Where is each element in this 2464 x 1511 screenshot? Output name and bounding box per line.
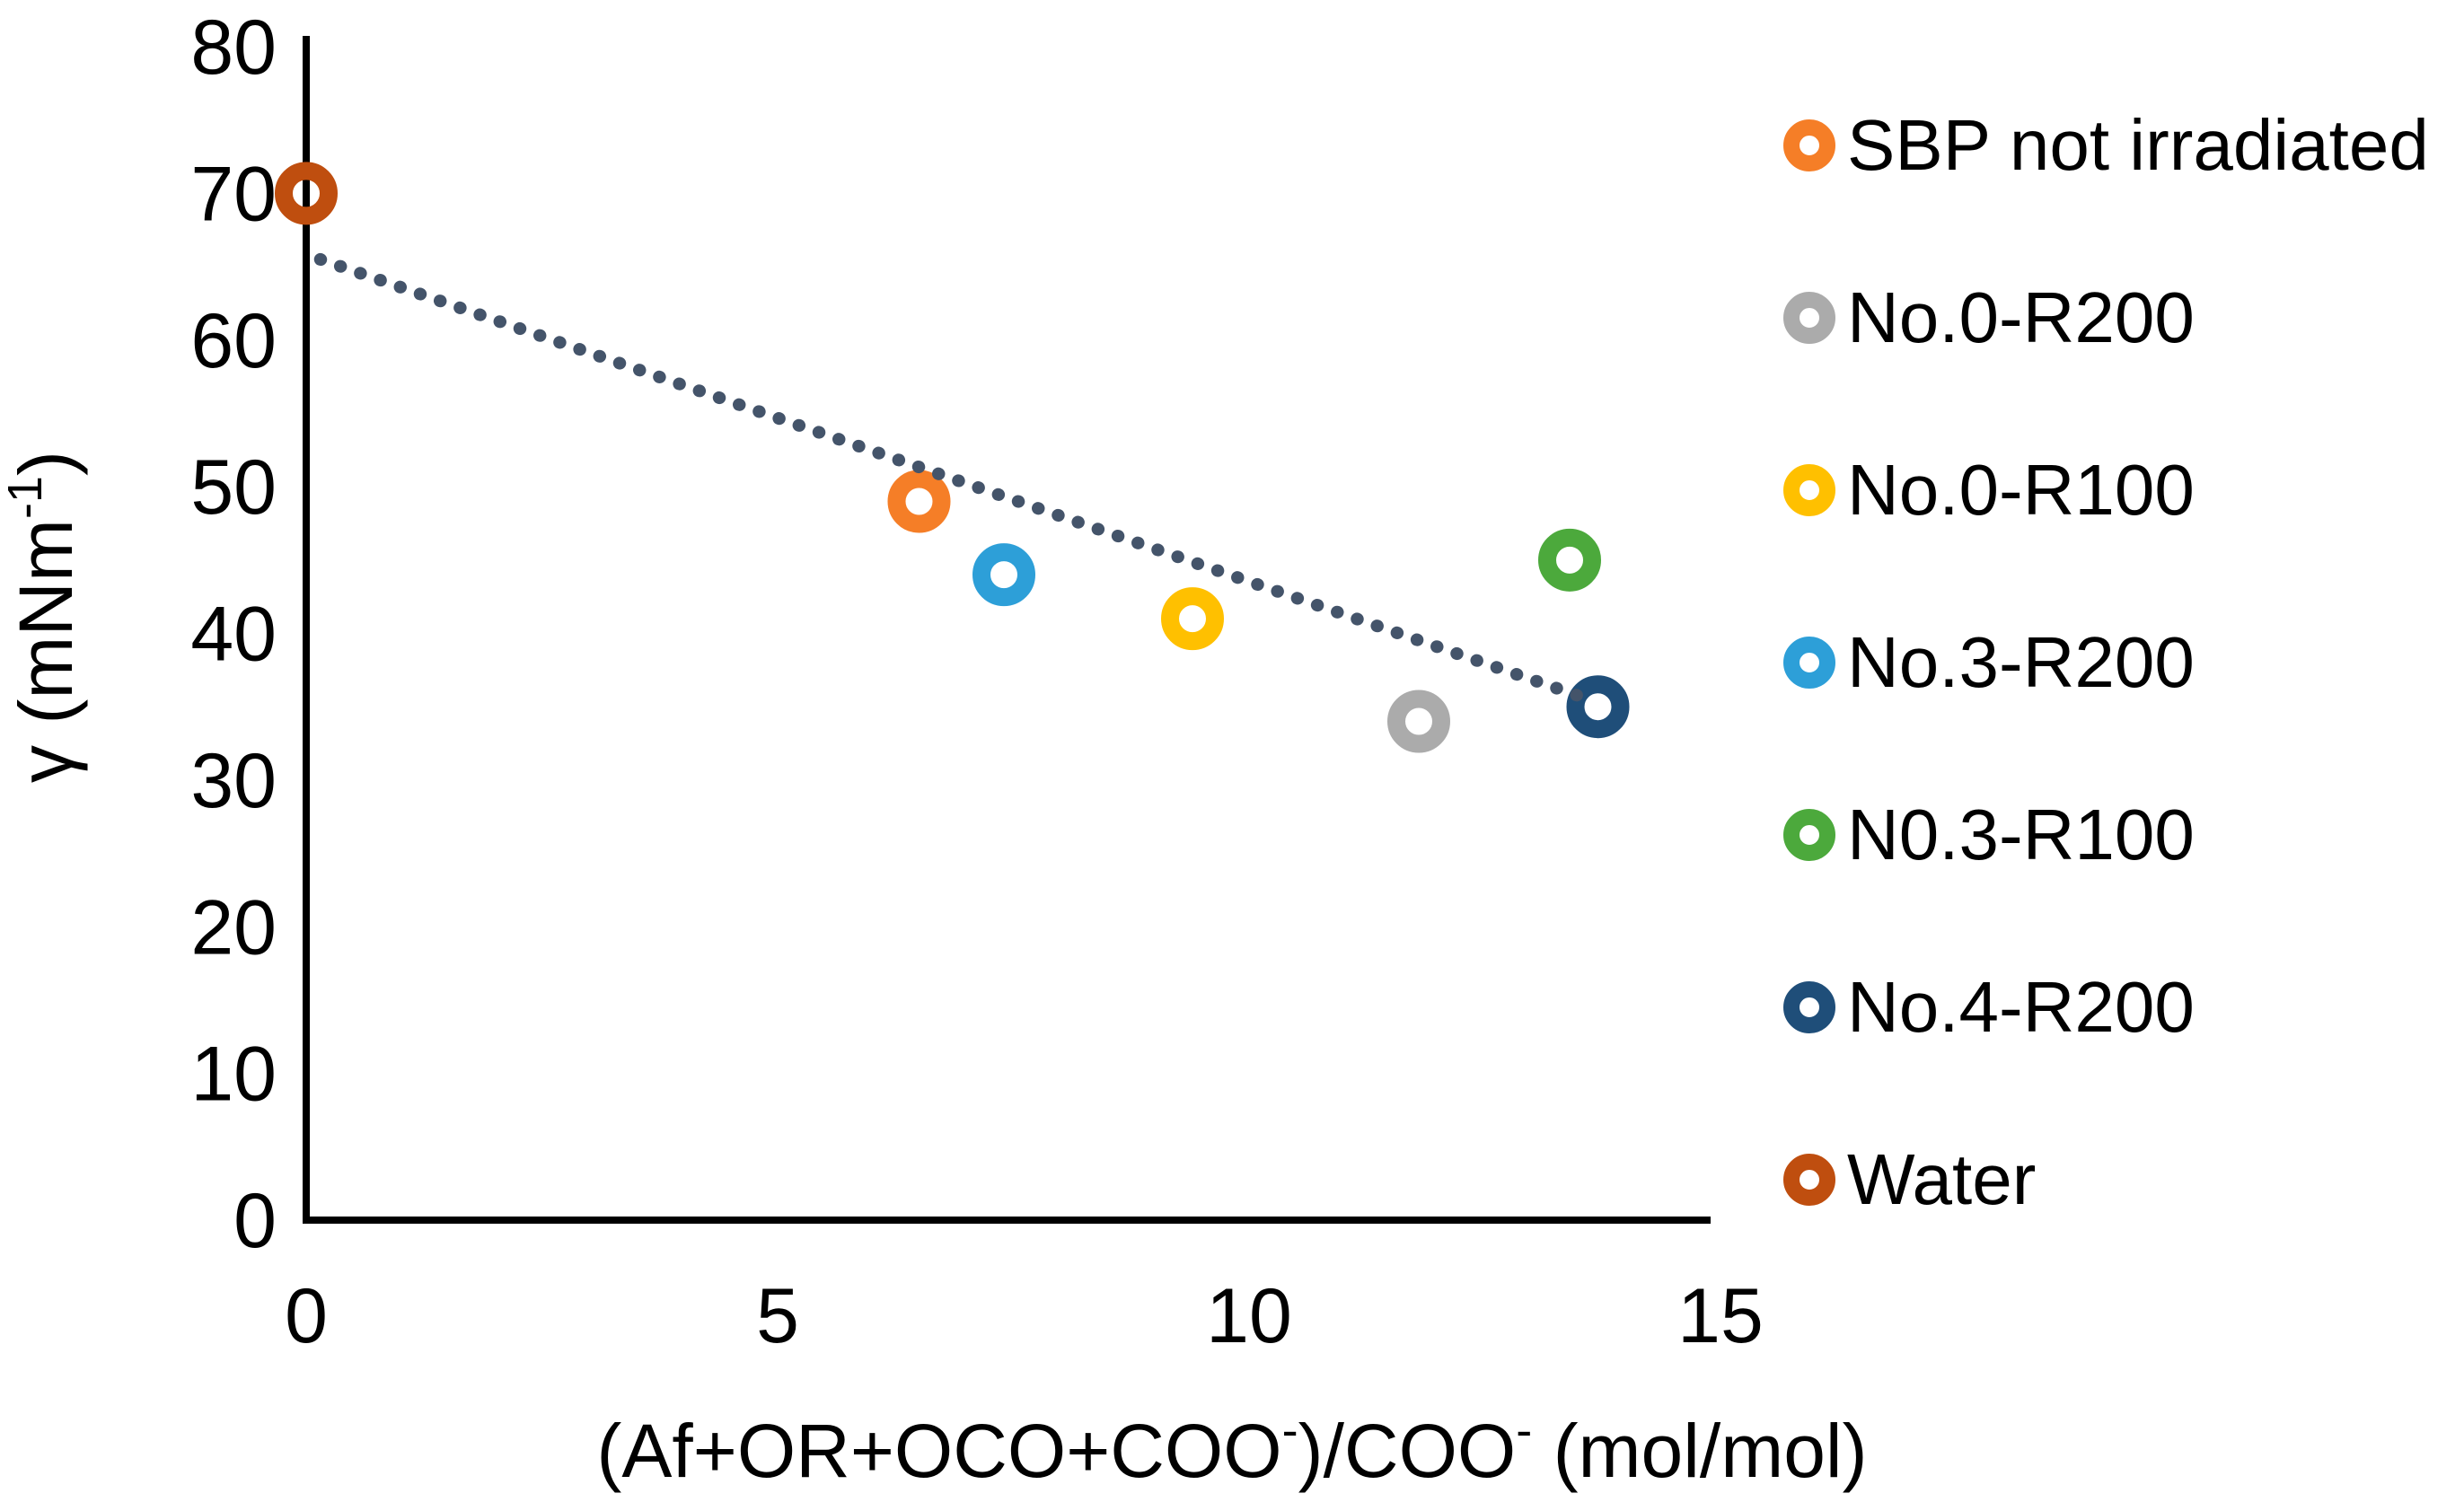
legend-label: No.4-R200 — [1847, 966, 2195, 1047]
legend-marker-ring — [1783, 119, 1835, 171]
data-point-n0-3-r100 — [1538, 528, 1601, 592]
data-point-no-0-r200 — [1387, 690, 1450, 753]
legend-item: No.0-R200 — [1783, 273, 2429, 362]
trendline-dotted — [313, 252, 1600, 707]
y-tick-label: 20 — [190, 884, 277, 971]
x-tick-label: 10 — [1206, 1273, 1292, 1359]
y-tick-label: 10 — [190, 1032, 277, 1118]
y-tick-label: 70 — [190, 151, 277, 237]
legend-item: No.0-R100 — [1783, 445, 2429, 534]
data-point-no-4-r200 — [1566, 675, 1630, 739]
data-point-sbp-not-irradiated — [887, 470, 951, 533]
legend-label: SBP not irradiated — [1847, 104, 2429, 185]
legend-marker-ring — [1783, 980, 1835, 1033]
y-tick-label: 0 — [233, 1178, 277, 1264]
legend-marker-ring — [1783, 463, 1835, 516]
legend-item: No.3-R200 — [1783, 618, 2429, 707]
x-tick-label: 0 — [285, 1273, 328, 1359]
x-axis-title: (Af+OR+OCO+COO-)/COO- (mol/mol) — [596, 1403, 1867, 1493]
x-tick-label: 15 — [1677, 1273, 1764, 1359]
y-tick-label: 50 — [190, 444, 277, 531]
y-tick-label: 60 — [190, 298, 277, 384]
y-tick-label: 30 — [190, 738, 277, 824]
data-point-water — [275, 162, 338, 225]
legend-item: No.4-R200 — [1783, 962, 2429, 1051]
y-axis-title: γ (mNm-1) — [0, 451, 88, 783]
data-point-no-3-r200 — [972, 543, 1035, 607]
legend-label: No.3-R200 — [1847, 621, 2195, 702]
legend-item: SBP not irradiated — [1783, 101, 2429, 189]
y-tick-label: 40 — [190, 592, 277, 678]
legend-label: No.0-R100 — [1847, 449, 2195, 530]
legend-label: N0.3-R100 — [1847, 794, 2195, 874]
x-tick-label: 5 — [756, 1273, 799, 1359]
legend-marker-ring — [1783, 808, 1835, 861]
legend: SBP not irradiated No.0-R200 No.0-R100 N… — [1783, 101, 2429, 1224]
legend-item: N0.3-R100 — [1783, 790, 2429, 879]
data-point-no-0-r100 — [1161, 587, 1224, 651]
legend-item: Water — [1783, 1135, 2429, 1224]
legend-marker-ring — [1783, 1153, 1835, 1206]
legend-label: Water — [1847, 1138, 2037, 1219]
legend-marker-ring — [1783, 636, 1835, 689]
y-tick-label: 80 — [190, 4, 277, 91]
legend-label: No.0-R200 — [1847, 277, 2195, 357]
legend-marker-ring — [1783, 291, 1835, 344]
